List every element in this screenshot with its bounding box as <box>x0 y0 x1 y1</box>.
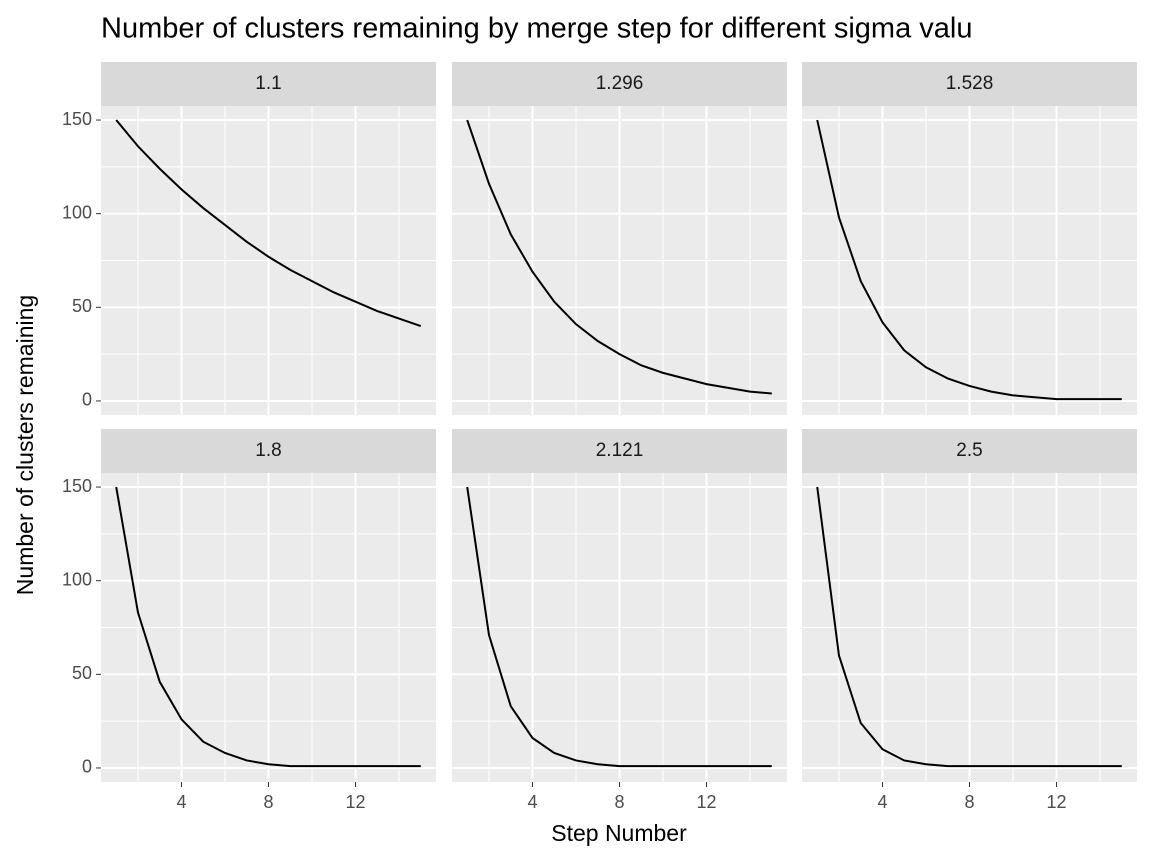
y-tick-label: 0 <box>82 390 92 410</box>
x-tick-label: 4 <box>527 792 537 812</box>
y-tick-label: 150 <box>62 109 92 129</box>
strip <box>452 429 787 473</box>
x-tick-label: 4 <box>877 792 887 812</box>
panel: 1.296 <box>452 62 787 415</box>
data-line <box>816 486 1122 768</box>
data-line <box>115 486 421 768</box>
x-tick-label: 12 <box>696 792 716 812</box>
data-line <box>816 119 1122 401</box>
strip-label: 1.8 <box>255 440 281 461</box>
panel: 2.121 4 8 12 <box>452 429 787 812</box>
data-line <box>466 119 772 395</box>
y-tick-label: 100 <box>62 202 92 222</box>
data-line <box>466 486 772 768</box>
strip-label: 1.296 <box>596 73 644 94</box>
strip-label: 1.1 <box>255 73 281 94</box>
x-axis-label: Step Number <box>551 820 687 846</box>
strip <box>101 62 436 106</box>
y-tick-label: 150 <box>62 476 92 496</box>
strip <box>802 62 1137 106</box>
x-tick-label: 4 <box>176 792 186 812</box>
panel: 1.8 0 50 100 150 4 8 12 <box>62 429 436 812</box>
y-axis-label: Number of clusters remaining <box>12 295 38 595</box>
strip-label: 1.528 <box>946 73 994 94</box>
x-tick-label: 8 <box>964 792 974 812</box>
x-tick-label: 8 <box>614 792 624 812</box>
x-tick-label: 8 <box>263 792 273 812</box>
panel: 2.5 4 8 12 <box>802 429 1137 812</box>
y-tick-label: 50 <box>72 663 92 683</box>
strip <box>802 429 1137 473</box>
strip <box>101 429 436 473</box>
panel: 1.1 0 50 100 150 <box>62 62 436 415</box>
y-tick-label: 0 <box>82 757 92 777</box>
y-tick-label: 100 <box>62 569 92 589</box>
data-line <box>115 119 422 327</box>
strip-label: 2.121 <box>596 440 644 461</box>
y-tick-label: 50 <box>72 296 92 316</box>
x-tick-label: 12 <box>345 792 365 812</box>
strip <box>452 62 787 106</box>
panel: 1.528 <box>802 62 1137 415</box>
strip-label: 2.5 <box>956 440 982 461</box>
chart-title: Number of clusters remaining by merge st… <box>101 13 972 45</box>
x-tick-label: 12 <box>1046 792 1066 812</box>
